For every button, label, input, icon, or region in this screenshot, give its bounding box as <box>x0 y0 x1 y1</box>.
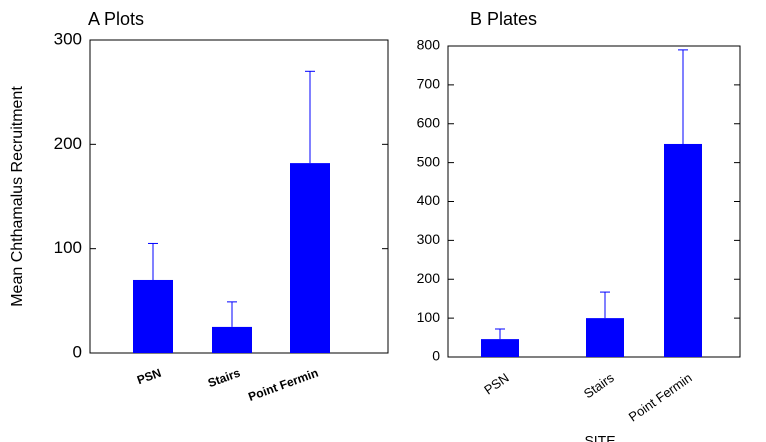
bar <box>212 326 252 353</box>
y-tick-label: 300 <box>417 231 441 247</box>
y-tick-label: 100 <box>417 309 441 325</box>
y-axis-label: Mean Chthamalus Recruitment <box>9 86 26 307</box>
chart-title: A Plots <box>88 9 144 29</box>
y-tick-label: 400 <box>417 192 441 208</box>
bar <box>290 163 330 353</box>
y-tick-label: 300 <box>54 29 82 48</box>
x-tick-label: Stairs <box>206 366 242 391</box>
x-tick-label: Point Fermin <box>626 370 695 425</box>
y-tick-label: 200 <box>54 134 82 153</box>
x-tick-label: Point Fermin <box>246 366 320 404</box>
bar <box>133 279 173 353</box>
y-tick-label: 500 <box>417 153 441 169</box>
bar <box>586 318 624 357</box>
x-tick-label: PSN <box>135 366 163 388</box>
y-tick-label: 600 <box>417 114 441 130</box>
x-tick-label: Stairs <box>581 370 617 402</box>
y-tick-label: 100 <box>54 238 82 257</box>
bar <box>481 339 519 357</box>
y-tick-label: 700 <box>417 76 441 92</box>
bar <box>664 143 702 357</box>
y-tick-label: 0 <box>432 348 440 364</box>
x-axis-label: SITE <box>584 433 615 442</box>
chart-title: B Plates <box>470 9 537 29</box>
y-tick-label: 800 <box>417 37 441 53</box>
x-tick-label: PSN <box>481 370 512 398</box>
y-tick-label: 0 <box>73 342 82 361</box>
y-tick-label: 200 <box>417 270 441 286</box>
